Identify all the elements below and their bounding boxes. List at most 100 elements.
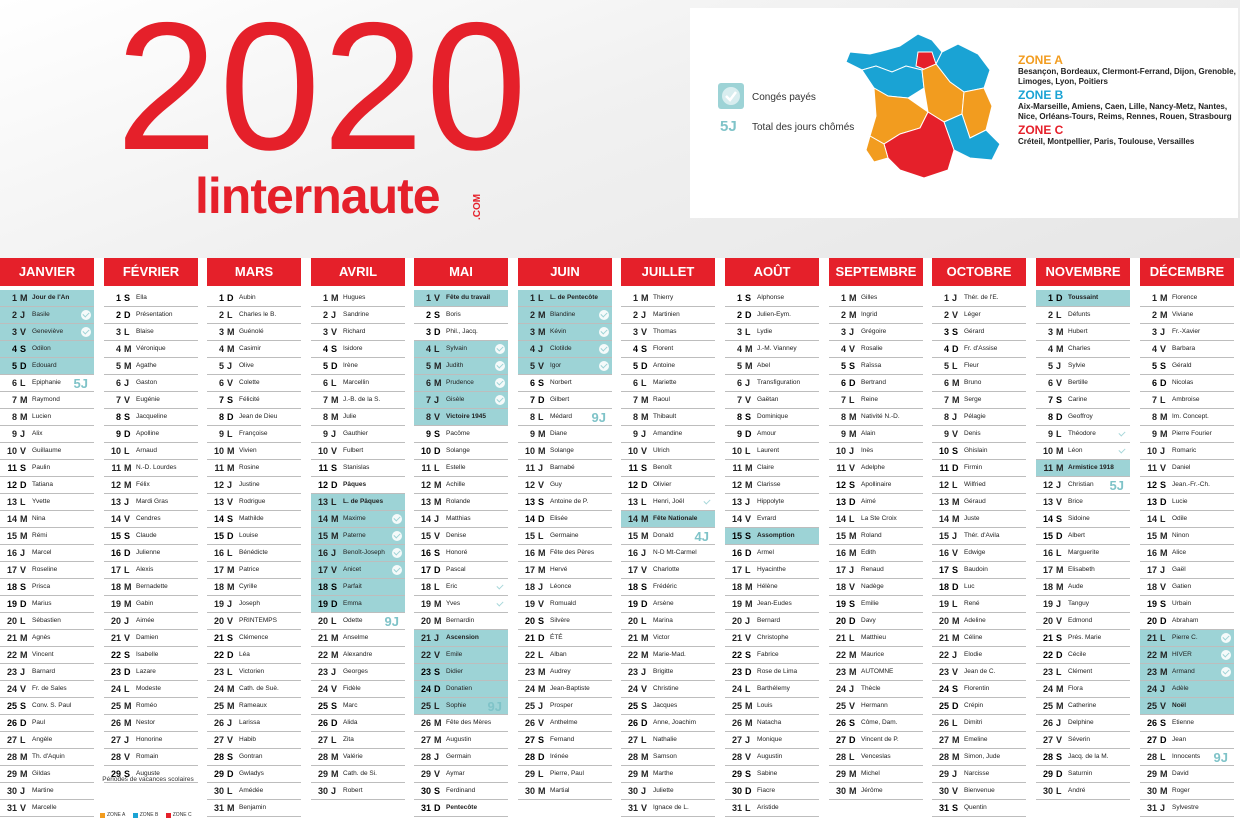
day-row[interactable]: 11 M Rosine: [207, 460, 301, 477]
day-row[interactable]: 21 M Agnès: [0, 630, 94, 647]
day-row[interactable]: 13 M Géraud: [932, 494, 1026, 511]
day-row[interactable]: 18 M Hélène: [725, 579, 819, 596]
day-row[interactable]: 25 S Marc: [311, 698, 405, 715]
day-row[interactable]: 15 S Assomption: [725, 528, 819, 545]
day-row[interactable]: 13 L L. de Pâques: [311, 494, 405, 511]
day-row[interactable]: 14 M Juste: [932, 511, 1026, 528]
day-row[interactable]: 11 M Claire: [725, 460, 819, 477]
day-row[interactable]: 17 L Alexis: [104, 562, 198, 579]
day-row[interactable]: 19 J Tanguy: [1036, 596, 1130, 613]
day-row[interactable]: 12 V Guy: [518, 477, 612, 494]
day-row[interactable]: 20 L Odette: [311, 613, 405, 630]
day-row[interactable]: 1 M Gilles: [829, 290, 923, 307]
day-row[interactable]: 8 L Médard: [518, 409, 612, 426]
day-row[interactable]: 10 M Vivien: [207, 443, 301, 460]
day-row[interactable]: 6 V Bertille: [1036, 375, 1130, 392]
day-row[interactable]: 25 M Catherine: [1036, 698, 1130, 715]
day-row[interactable]: 2 M Blandine: [518, 307, 612, 324]
day-row[interactable]: 13 J Mardi Gras: [104, 494, 198, 511]
day-row[interactable]: 23 V Jean de C.: [932, 664, 1026, 681]
day-row[interactable]: 18 L Eric: [414, 579, 508, 596]
day-row[interactable]: 8 S Dominique: [725, 409, 819, 426]
day-row[interactable]: 21 L Matthieu: [829, 630, 923, 647]
day-row[interactable]: 26 S Etienne: [1140, 715, 1234, 732]
day-row[interactable]: 6 V Colette: [207, 375, 301, 392]
day-row[interactable]: 23 M Audrey: [518, 664, 612, 681]
day-row[interactable]: 3 S Gérard: [932, 324, 1026, 341]
day-row[interactable]: 18 J Léonce: [518, 579, 612, 596]
day-row[interactable]: 13 L Henri, Joël: [621, 494, 715, 511]
day-row[interactable]: 21 S Clémence: [207, 630, 301, 647]
day-row[interactable]: 1 M Florence: [1140, 290, 1234, 307]
day-row[interactable]: 22 M Marie-Mad.: [621, 647, 715, 664]
day-row[interactable]: 27 V Séverin: [1036, 732, 1130, 749]
day-row[interactable]: 10 J Inès: [829, 443, 923, 460]
day-row[interactable]: 27 L Nathalie: [621, 732, 715, 749]
day-row[interactable]: 22 M Alexandre: [311, 647, 405, 664]
day-row[interactable]: 28 V Romain: [104, 749, 198, 766]
day-row[interactable]: 4 S Florent: [621, 341, 715, 358]
day-row[interactable]: 29 V Aymar: [414, 766, 508, 783]
day-row[interactable]: 28 J Germain: [414, 749, 508, 766]
day-row[interactable]: 27 V Habib: [207, 732, 301, 749]
day-row[interactable]: 15 M Rémi: [0, 528, 94, 545]
day-row[interactable]: 10 V Fulbert: [311, 443, 405, 460]
day-row[interactable]: 1 D Toussaint: [1036, 290, 1130, 307]
day-row[interactable]: 30 J Martine: [0, 783, 94, 800]
day-row[interactable]: 17 D Pascal: [414, 562, 508, 579]
day-row[interactable]: 23 J Brigitte: [621, 664, 715, 681]
day-row[interactable]: 8 M Nativité N.-D.: [829, 409, 923, 426]
day-row[interactable]: 21 L Pierre C.: [1140, 630, 1234, 647]
day-row[interactable]: 29 M David: [1140, 766, 1234, 783]
day-row[interactable]: 22 M HIVER: [1140, 647, 1234, 664]
day-row[interactable]: 27 L Zita: [311, 732, 405, 749]
day-row[interactable]: 11 V Adelphe: [829, 460, 923, 477]
day-row[interactable]: 6 S Norbert: [518, 375, 612, 392]
day-row[interactable]: 25 M Louis: [725, 698, 819, 715]
day-row[interactable]: 2 M Viviane: [1140, 307, 1234, 324]
day-row[interactable]: 26 S Côme, Dam.: [829, 715, 923, 732]
day-row[interactable]: 9 M Diane: [518, 426, 612, 443]
day-row[interactable]: 26 J Larissa: [207, 715, 301, 732]
day-row[interactable]: 10 M Léon: [1036, 443, 1130, 460]
day-row[interactable]: 6 D Bertrand: [829, 375, 923, 392]
day-row[interactable]: 1 J Thér. de l'E.: [932, 290, 1026, 307]
day-row[interactable]: 10 J Romaric: [1140, 443, 1234, 460]
day-row[interactable]: 30 M Roger: [1140, 783, 1234, 800]
day-row[interactable]: 11 S Paulin: [0, 460, 94, 477]
day-row[interactable]: 27 S Fernand: [518, 732, 612, 749]
day-row[interactable]: 4 M Charles: [1036, 341, 1130, 358]
day-row[interactable]: 5 J Sylvie: [1036, 358, 1130, 375]
day-row[interactable]: 29 M Michel: [829, 766, 923, 783]
day-row[interactable]: 13 S Antoine de P.: [518, 494, 612, 511]
day-row[interactable]: 18 M Cyrille: [207, 579, 301, 596]
day-row[interactable]: 27 L Angèle: [0, 732, 94, 749]
day-row[interactable]: 29 J Narcisse: [932, 766, 1026, 783]
day-row[interactable]: 19 D Marius: [0, 596, 94, 613]
day-row[interactable]: 13 J Hippolyte: [725, 494, 819, 511]
day-row[interactable]: 23 M Armand: [1140, 664, 1234, 681]
day-row[interactable]: 30 M Martial: [518, 783, 612, 800]
day-row[interactable]: 4 L Sylvain: [414, 341, 508, 358]
day-row[interactable]: 8 D Geoffroy: [1036, 409, 1130, 426]
day-row[interactable]: 24 J Thècle: [829, 681, 923, 698]
day-row[interactable]: 3 D Phil., Jacq.: [414, 324, 508, 341]
day-row[interactable]: 1 M Jour de l'An: [0, 290, 94, 307]
day-row[interactable]: 1 D Aubin: [207, 290, 301, 307]
day-row[interactable]: 13 D Lucie: [1140, 494, 1234, 511]
day-row[interactable]: 19 D Emma: [311, 596, 405, 613]
day-row[interactable]: 8 S Jacqueline: [104, 409, 198, 426]
brand-logo[interactable]: linternaute: [195, 168, 441, 224]
day-row[interactable]: 17 V Anicet: [311, 562, 405, 579]
day-row[interactable]: 24 S Florentin: [932, 681, 1026, 698]
day-row[interactable]: 31 V Ignace de L.: [621, 800, 715, 817]
day-row[interactable]: 26 V Anthelme: [518, 715, 612, 732]
day-row[interactable]: 6 J Transfiguration: [725, 375, 819, 392]
day-row[interactable]: 14 S Mathilde: [207, 511, 301, 528]
day-row[interactable]: 30 D Fiacre: [725, 783, 819, 800]
day-row[interactable]: 9 L Françoise: [207, 426, 301, 443]
day-row[interactable]: 30 V Bienvenue: [932, 783, 1026, 800]
day-row[interactable]: 23 J Barnard: [0, 664, 94, 681]
day-row[interactable]: 7 S Félicité: [207, 392, 301, 409]
day-row[interactable]: 20 D Abraham: [1140, 613, 1234, 630]
